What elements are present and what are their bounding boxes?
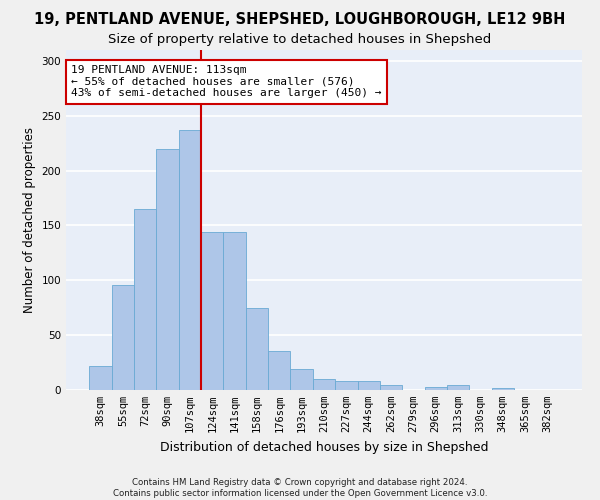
Bar	[179, 130, 201, 390]
Text: 19, PENTLAND AVENUE, SHEPSHED, LOUGHBOROUGH, LE12 9BH: 19, PENTLAND AVENUE, SHEPSHED, LOUGHBORO…	[34, 12, 566, 28]
Bar	[223, 232, 246, 390]
Bar	[380, 384, 402, 390]
Bar	[112, 284, 134, 390]
Bar	[425, 386, 447, 390]
Bar	[246, 308, 268, 390]
Bar	[134, 209, 157, 390]
Text: Size of property relative to detached houses in Shepshed: Size of property relative to detached ho…	[109, 32, 491, 46]
Bar	[89, 366, 112, 390]
Text: Contains HM Land Registry data © Crown copyright and database right 2024.
Contai: Contains HM Land Registry data © Crown c…	[113, 478, 487, 498]
Bar	[290, 369, 313, 390]
Bar	[358, 381, 380, 390]
X-axis label: Distribution of detached houses by size in Shepshed: Distribution of detached houses by size …	[160, 440, 488, 454]
Bar	[201, 232, 223, 390]
Bar	[447, 384, 469, 390]
Bar	[157, 148, 179, 390]
Bar	[268, 350, 290, 390]
Bar	[313, 379, 335, 390]
Bar	[491, 388, 514, 390]
Bar	[335, 381, 358, 390]
Text: 19 PENTLAND AVENUE: 113sqm
← 55% of detached houses are smaller (576)
43% of sem: 19 PENTLAND AVENUE: 113sqm ← 55% of deta…	[71, 66, 382, 98]
Y-axis label: Number of detached properties: Number of detached properties	[23, 127, 36, 313]
